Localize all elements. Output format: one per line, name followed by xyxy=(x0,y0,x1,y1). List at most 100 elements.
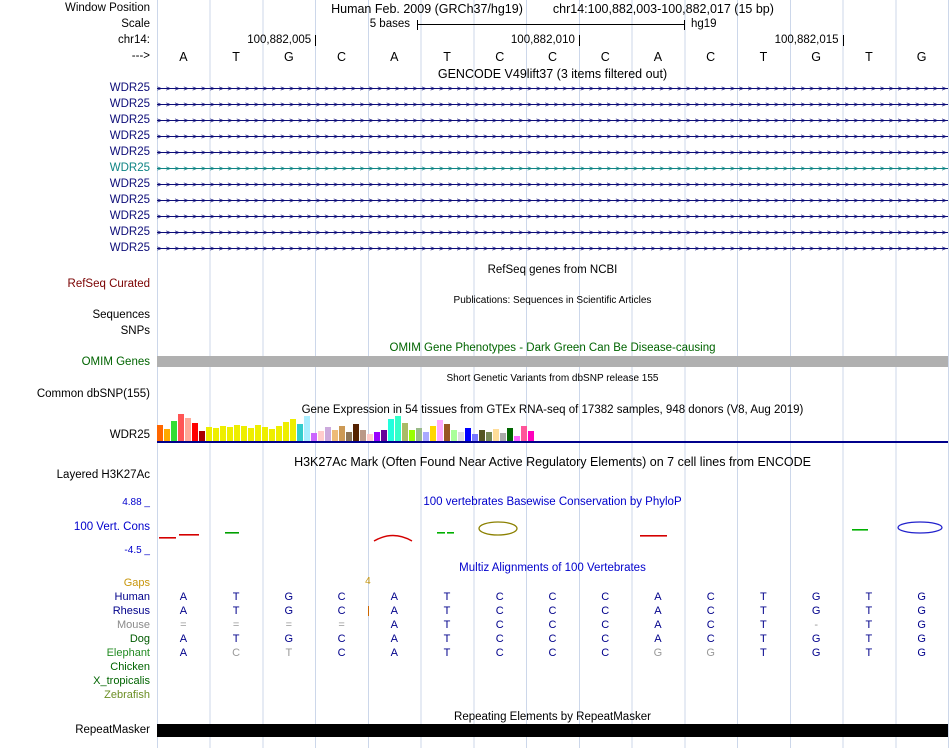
gencode-transcript-line[interactable]: >>>>>>>>>>>>>>>>>>>>>>>>>>>>>>>>>>>>>>>>… xyxy=(157,146,948,159)
gtex-expression-bar[interactable] xyxy=(423,432,429,441)
gtex-expression-bar[interactable] xyxy=(318,431,324,441)
gtex-expression-bar[interactable] xyxy=(297,424,303,441)
coordinate-label: 100,882,015 xyxy=(774,34,839,46)
gencode-transcript-label[interactable]: WDR25 xyxy=(109,146,150,158)
repeatmasker-label[interactable]: RepeatMasker xyxy=(75,724,150,736)
gtex-expression-bar[interactable] xyxy=(206,427,212,441)
gtex-expression-bar[interactable] xyxy=(255,425,261,441)
gencode-transcript-line[interactable]: >>>>>>>>>>>>>>>>>>>>>>>>>>>>>>>>>>>>>>>>… xyxy=(157,162,948,175)
gencode-transcript-label[interactable]: WDR25 xyxy=(109,242,150,254)
gtex-expression-bar[interactable] xyxy=(514,436,520,441)
gtex-expression-bar[interactable] xyxy=(409,430,415,441)
gtex-expression-bar[interactable] xyxy=(360,430,366,441)
gtex-expression-bar[interactable] xyxy=(304,416,310,441)
dbsnp-label[interactable]: Common dbSNP(155) xyxy=(36,388,150,400)
gtex-expression-bar[interactable] xyxy=(213,428,219,441)
species-label-x_tropicalis[interactable]: X_tropicalis xyxy=(93,675,150,687)
gtex-expression-bar[interactable] xyxy=(507,428,513,441)
repeatmasker-item-bar[interactable] xyxy=(157,724,948,737)
gtex-expression-bar[interactable] xyxy=(311,433,317,441)
alignment-base: C xyxy=(495,605,504,617)
gencode-transcript-label[interactable]: WDR25 xyxy=(109,226,150,238)
gtex-expression-bar[interactable] xyxy=(444,424,450,441)
gencode-transcript-label[interactable]: WDR25 xyxy=(109,98,150,110)
gtex-expression-bar[interactable] xyxy=(185,418,191,441)
gencode-transcript-label[interactable]: WDR25 xyxy=(109,210,150,222)
gtex-gene-label[interactable]: WDR25 xyxy=(109,429,150,441)
gtex-expression-bar[interactable] xyxy=(192,423,198,441)
gtex-expression-bar[interactable] xyxy=(437,420,443,441)
gencode-transcript-label[interactable]: WDR25 xyxy=(109,178,150,190)
gtex-expression-bar[interactable] xyxy=(220,426,226,441)
alignment-base: C xyxy=(601,633,610,645)
gtex-expression-bar[interactable] xyxy=(374,432,380,441)
gtex-expression-bar[interactable] xyxy=(381,430,387,441)
gtex-expression-bar[interactable] xyxy=(493,429,499,441)
gencode-transcript-label[interactable]: WDR25 xyxy=(109,162,150,174)
ruler-base: C xyxy=(337,50,347,64)
gtex-expression-bar[interactable] xyxy=(283,422,289,441)
gtex-expression-bar[interactable] xyxy=(395,416,401,441)
gtex-expression-bar[interactable] xyxy=(430,426,436,441)
gtex-expression-bar[interactable] xyxy=(339,426,345,441)
gtex-expression-bar[interactable] xyxy=(171,421,177,441)
sequences-label[interactable]: Sequences xyxy=(92,309,150,321)
gencode-transcript-label[interactable]: WDR25 xyxy=(109,82,150,94)
gtex-expression-bar[interactable] xyxy=(472,434,478,441)
gtex-expression-bar[interactable] xyxy=(248,428,254,441)
species-label-chicken[interactable]: Chicken xyxy=(110,661,150,673)
gencode-transcript-line[interactable]: >>>>>>>>>>>>>>>>>>>>>>>>>>>>>>>>>>>>>>>>… xyxy=(157,98,948,111)
gtex-expression-bar[interactable] xyxy=(227,427,233,441)
omim-genes-label[interactable]: OMIM Genes xyxy=(81,356,150,368)
gtex-expression-bar[interactable] xyxy=(157,425,163,441)
gtex-expression-bar[interactable] xyxy=(262,427,268,441)
gtex-expression-bar[interactable] xyxy=(528,431,534,441)
gtex-expression-bar[interactable] xyxy=(521,426,527,441)
gtex-expression-bar[interactable] xyxy=(500,433,506,441)
gtex-expression-bar[interactable] xyxy=(346,432,352,441)
gtex-expression-bar[interactable] xyxy=(164,429,170,441)
gencode-transcript-line[interactable]: >>>>>>>>>>>>>>>>>>>>>>>>>>>>>>>>>>>>>>>>… xyxy=(157,242,948,255)
gtex-expression-bar[interactable] xyxy=(416,428,422,441)
gencode-transcript-label[interactable]: WDR25 xyxy=(109,130,150,142)
h3k27ac-label[interactable]: Layered H3K27Ac xyxy=(56,469,150,481)
gtex-expression-bar[interactable] xyxy=(178,414,184,441)
gtex-expression-bar[interactable] xyxy=(486,432,492,441)
gtex-expression-bar[interactable] xyxy=(199,431,205,441)
gtex-expression-bar[interactable] xyxy=(332,430,338,441)
species-label-dog[interactable]: Dog xyxy=(129,633,150,645)
gtex-expression-bar[interactable] xyxy=(290,419,296,441)
gtex-expression-bar[interactable] xyxy=(388,419,394,441)
gencode-transcript-label[interactable]: WDR25 xyxy=(109,194,150,206)
gtex-expression-bar[interactable] xyxy=(479,430,485,441)
conservation-label[interactable]: 100 Vert. Cons xyxy=(73,521,150,533)
gtex-expression-bar[interactable] xyxy=(353,424,359,441)
gencode-transcript-line[interactable]: >>>>>>>>>>>>>>>>>>>>>>>>>>>>>>>>>>>>>>>>… xyxy=(157,114,948,127)
gtex-expression-bar[interactable] xyxy=(367,434,373,441)
species-label-human[interactable]: Human xyxy=(114,591,150,603)
species-label-gaps[interactable]: Gaps xyxy=(123,577,150,589)
gencode-transcript-label[interactable]: WDR25 xyxy=(109,114,150,126)
species-label-rhesus[interactable]: Rhesus xyxy=(112,605,150,617)
snps-label[interactable]: SNPs xyxy=(120,325,150,337)
gencode-transcript-line[interactable]: >>>>>>>>>>>>>>>>>>>>>>>>>>>>>>>>>>>>>>>>… xyxy=(157,82,948,95)
gtex-expression-bar[interactable] xyxy=(458,432,464,441)
gtex-expression-bar[interactable] xyxy=(402,423,408,441)
gencode-transcript-line[interactable]: >>>>>>>>>>>>>>>>>>>>>>>>>>>>>>>>>>>>>>>>… xyxy=(157,194,948,207)
gtex-expression-bar[interactable] xyxy=(451,430,457,441)
gtex-expression-bar[interactable] xyxy=(465,428,471,441)
gtex-expression-bar[interactable] xyxy=(269,429,275,441)
species-label-mouse[interactable]: Mouse xyxy=(116,619,150,631)
species-label-elephant[interactable]: Elephant xyxy=(106,647,150,659)
gencode-transcript-line[interactable]: >>>>>>>>>>>>>>>>>>>>>>>>>>>>>>>>>>>>>>>>… xyxy=(157,178,948,191)
omim-gene-item-bar[interactable] xyxy=(157,356,948,367)
gtex-expression-bar[interactable] xyxy=(325,427,331,441)
gencode-transcript-line[interactable]: >>>>>>>>>>>>>>>>>>>>>>>>>>>>>>>>>>>>>>>>… xyxy=(157,130,948,143)
gtex-expression-bar[interactable] xyxy=(234,425,240,441)
gencode-transcript-line[interactable]: >>>>>>>>>>>>>>>>>>>>>>>>>>>>>>>>>>>>>>>>… xyxy=(157,226,948,239)
gtex-expression-bar[interactable] xyxy=(241,426,247,441)
species-label-zebrafish[interactable]: Zebrafish xyxy=(104,689,150,701)
gencode-transcript-line[interactable]: >>>>>>>>>>>>>>>>>>>>>>>>>>>>>>>>>>>>>>>>… xyxy=(157,210,948,223)
refseq-curated-label[interactable]: RefSeq Curated xyxy=(67,278,150,290)
gtex-expression-bar[interactable] xyxy=(276,426,282,441)
